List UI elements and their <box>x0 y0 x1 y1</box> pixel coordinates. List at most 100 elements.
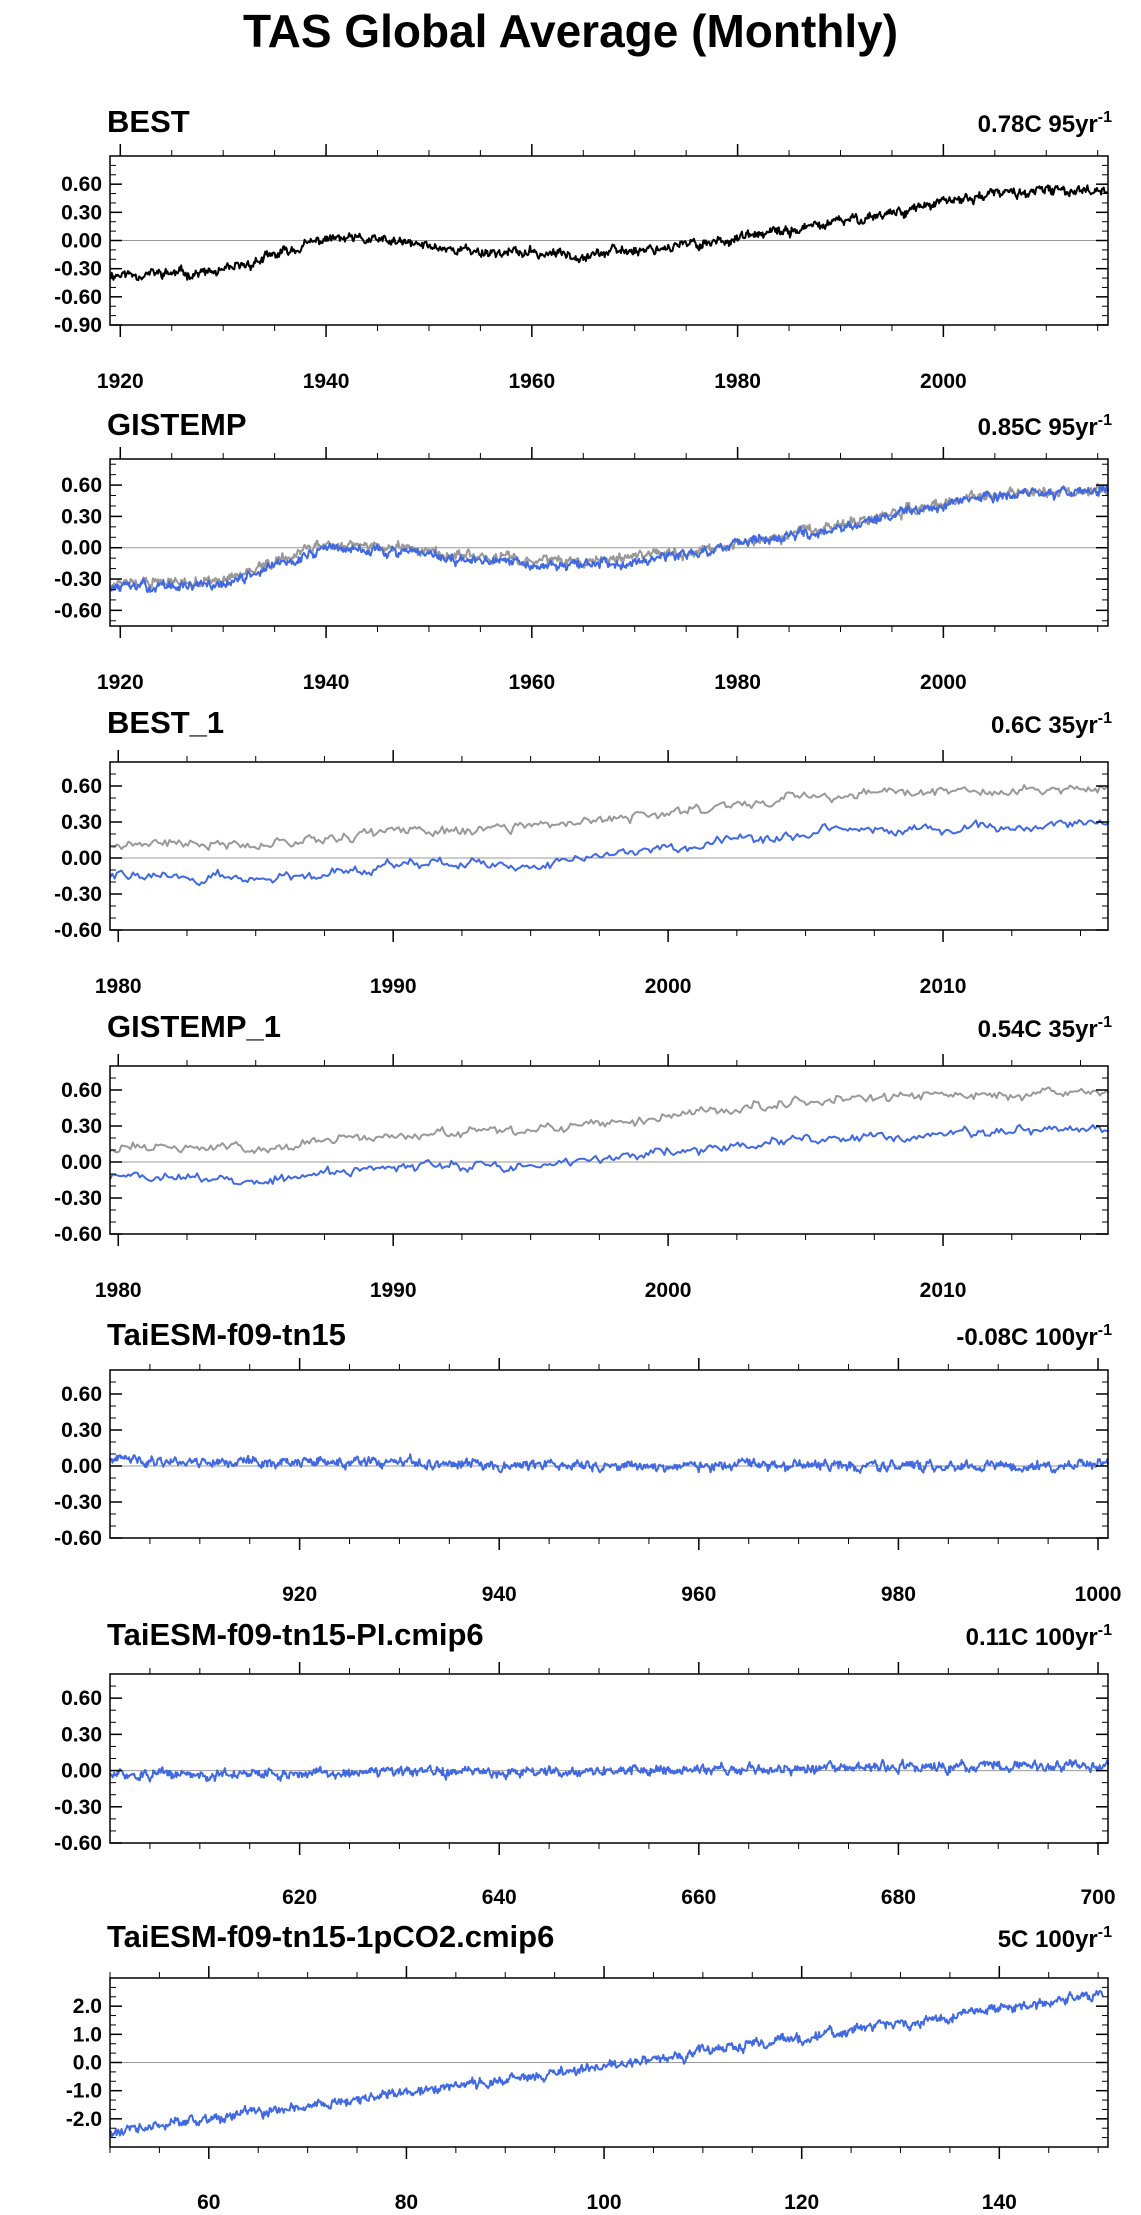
y-tick-label: 2.0 <box>73 1995 102 2018</box>
trend-label: 5C 100yr-1 <box>998 1924 1112 1953</box>
x-tick-label: 2010 <box>920 1279 967 1302</box>
x-tick-label: 100 <box>587 2191 622 2214</box>
x-tick-label: 1920 <box>97 671 144 694</box>
plot-frame <box>109 1369 1109 1539</box>
series-line-1 <box>109 1758 1109 1783</box>
y-tick-label: -0.60 <box>54 286 102 309</box>
y-tick-label: -2.0 <box>66 2108 102 2131</box>
x-tick-label: 940 <box>482 1583 517 1606</box>
series-line-2 <box>109 819 1110 887</box>
x-tick-label: 1940 <box>303 370 350 393</box>
y-tick-label: 0.30 <box>61 1115 102 1138</box>
series-line-1 <box>109 1086 1110 1154</box>
plot-frame <box>109 1673 1109 1844</box>
x-tick-label: 80 <box>395 2191 418 2214</box>
y-tick-label: -0.30 <box>54 258 102 281</box>
x-tick-label: 700 <box>1080 1886 1115 1909</box>
x-tick-label: 1980 <box>95 1279 142 1302</box>
series-line-1 <box>109 184 1109 282</box>
y-tick-label: -0.60 <box>54 599 102 622</box>
panel-2: GISTEMP 0.85C 95yr-1 0.60 0.30 0.00 -0.30 -0.6… <box>54 407 1112 694</box>
y-tick-label: -0.30 <box>54 568 102 591</box>
y-tick-label: 0.60 <box>61 775 102 798</box>
series-line-2 <box>109 484 1109 594</box>
x-tick-label: 1940 <box>303 671 350 694</box>
x-tick-label: 2000 <box>645 975 692 998</box>
trend-label: 0.54C 35yr-1 <box>978 1014 1112 1043</box>
x-tick-label: 2000 <box>920 671 967 694</box>
y-tick-label: 0.00 <box>61 1151 102 1174</box>
x-tick-label: 1000 <box>1075 1583 1122 1606</box>
x-tick-label: 640 <box>482 1886 517 1909</box>
y-tick-label: 0.30 <box>61 1419 102 1442</box>
panel-title: BEST_1 <box>107 705 224 740</box>
x-tick-label: 680 <box>881 1886 916 1909</box>
y-tick-label: 0.00 <box>61 847 102 870</box>
panel-6: TaiESM-f09-tn15-PI.cmip6 0.11C 100yr-1 0.6… <box>54 1617 1115 1909</box>
panel-3: BEST_1 0.6C 35yr-1 0.60 0.30 0.00 -0.30 -0.60 1… <box>54 705 1112 998</box>
x-tick-label: 2010 <box>920 975 967 998</box>
x-tick-label: 1980 <box>714 370 761 393</box>
x-tick-label: 60 <box>197 2191 220 2214</box>
x-tick-label: 1960 <box>508 370 555 393</box>
trend-label: 0.11C 100yr-1 <box>966 1622 1112 1651</box>
panel-title: GISTEMP_1 <box>107 1009 281 1044</box>
y-tick-label: 0.30 <box>61 811 102 834</box>
y-tick-label: 0.0 <box>73 2052 102 2075</box>
y-tick-label: -1.0 <box>66 2080 102 2103</box>
panel-title: GISTEMP <box>107 407 247 442</box>
plot-frame <box>109 458 1109 627</box>
x-tick-label: 1990 <box>370 1279 417 1302</box>
y-tick-label: -0.30 <box>54 1187 102 1210</box>
series-line-1 <box>109 1990 1104 2139</box>
y-tick-label: -0.90 <box>54 314 102 337</box>
trend-label: -0.08C 100yr-1 <box>956 1322 1112 1351</box>
trend-label: 0.85C 95yr-1 <box>978 412 1112 441</box>
panel-4: GISTEMP_1 0.54C 35yr-1 0.60 0.30 0.00 -0.30 -0… <box>54 1009 1112 1302</box>
x-tick-label: 920 <box>282 1583 317 1606</box>
y-tick-label: 0.60 <box>61 1687 102 1710</box>
trend-label: 0.78C 95yr-1 <box>978 109 1112 138</box>
panel-title: TaiESM-f09-tn15 <box>107 1317 346 1352</box>
x-tick-label: 620 <box>282 1886 317 1909</box>
series-line-1 <box>109 784 1110 851</box>
y-tick-label: -0.30 <box>54 1491 102 1514</box>
x-tick-label: 660 <box>681 1886 716 1909</box>
x-tick-label: 140 <box>982 2191 1017 2214</box>
y-tick-label: 0.30 <box>61 505 102 528</box>
y-tick-label: -0.60 <box>54 1223 102 1246</box>
panel-5: TaiESM-f09-tn15 -0.08C 100yr-1 0.60 0.30 0.0… <box>54 1317 1121 1606</box>
panel-title: TaiESM-f09-tn15-1pCO2.cmip6 <box>107 1919 554 1954</box>
y-tick-label: 0.60 <box>61 474 102 497</box>
trend-label: 0.6C 35yr-1 <box>991 710 1112 739</box>
series-line-2 <box>109 1124 1110 1186</box>
y-tick-label: 0.60 <box>61 1383 102 1406</box>
y-tick-label: 0.60 <box>61 1079 102 1102</box>
y-tick-label: -0.30 <box>54 883 102 906</box>
x-tick-label: 1980 <box>714 671 761 694</box>
y-tick-label: 0.60 <box>61 173 102 196</box>
y-tick-label: -0.60 <box>54 919 102 942</box>
x-tick-label: 1960 <box>508 671 555 694</box>
y-tick-label: 0.30 <box>61 201 102 224</box>
x-tick-label: 960 <box>681 1583 716 1606</box>
panel-title: TaiESM-f09-tn15-PI.cmip6 <box>107 1617 484 1652</box>
y-tick-label: 0.00 <box>61 1760 102 1783</box>
y-tick-label: -0.60 <box>54 1832 102 1855</box>
x-tick-label: 2000 <box>645 1279 692 1302</box>
y-tick-label: 0.00 <box>61 537 102 560</box>
panel-7: TaiESM-f09-tn15-1pCO2.cmip6 5C 100yr-1 2.0… <box>66 1919 1112 2214</box>
x-tick-label: 1990 <box>370 975 417 998</box>
y-tick-label: -0.30 <box>54 1796 102 1819</box>
page-title: TAS Global Average (Monthly) <box>242 5 899 57</box>
panel-title: BEST <box>107 104 190 139</box>
x-tick-label: 1980 <box>95 975 142 998</box>
y-tick-label: 0.00 <box>61 230 102 253</box>
x-tick-label: 120 <box>784 2191 819 2214</box>
x-tick-label: 1920 <box>97 370 144 393</box>
panel-1: BEST 0.78C 95yr-1 0.60 0.30 0.00 -0.30 -0.60 -0… <box>54 104 1112 393</box>
y-tick-label: 0.00 <box>61 1455 102 1478</box>
y-tick-label: 0.30 <box>61 1723 102 1746</box>
x-tick-label: 980 <box>881 1583 916 1606</box>
